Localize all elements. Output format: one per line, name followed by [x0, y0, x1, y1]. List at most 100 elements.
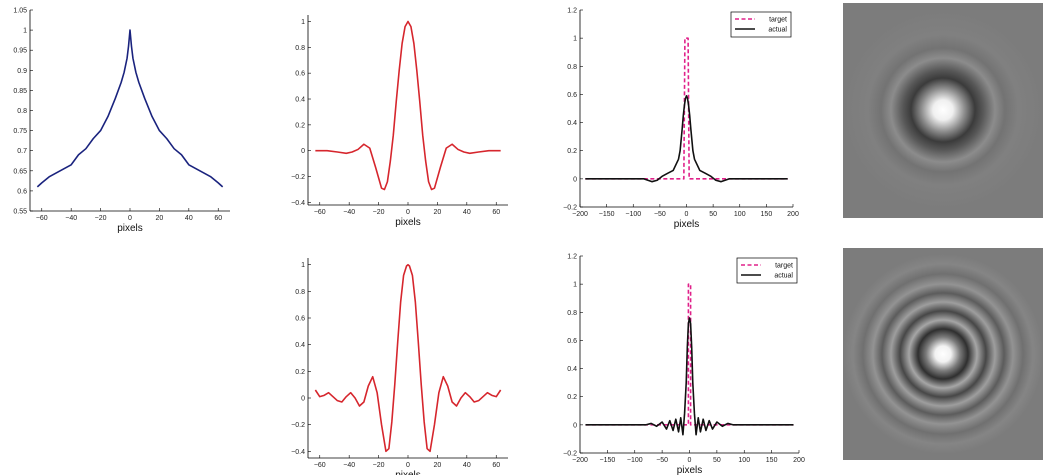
x-tick-label: −40: [343, 462, 355, 469]
y-tick-label: −0.4: [291, 449, 305, 456]
legend-box: [730, 11, 792, 38]
x-tick-label: −40: [65, 215, 77, 222]
x-tick-label: 40: [463, 462, 471, 469]
x-tick-label: −20: [95, 215, 107, 222]
chart-d: −60 −40 −20 0 20 40 60 −0.4 −0.2 0 0.2 0.4 0.6 0.8 1 pi…: [291, 258, 508, 475]
x-tick-label: 60: [492, 462, 500, 469]
x-tick-label: 60: [492, 209, 500, 216]
y-tick-label: 1: [573, 36, 577, 43]
y-tick-label: 0.75: [13, 128, 27, 135]
series-line-1: [314, 263, 502, 453]
legend-label-actual: actual: [774, 273, 793, 280]
y-tick-label: 0.8: [567, 310, 577, 317]
x-tick-label: −50: [654, 211, 666, 218]
legend: target actual: [736, 257, 798, 284]
y-tick-label: 0.2: [567, 394, 577, 401]
y-tick-label: 0.8: [17, 108, 27, 115]
x-tick-label: 20: [434, 462, 442, 469]
y-tick-label: −0.2: [291, 174, 305, 181]
y-tick-label: 0.4: [295, 97, 305, 104]
x-tick-label: 100: [734, 211, 746, 218]
legend: target actual: [730, 11, 792, 38]
x-tick-label: 60: [214, 215, 222, 222]
y-tick-label: 0.9: [17, 68, 27, 75]
y-tick-label: −0.2: [563, 451, 577, 458]
series-line-1: [36, 29, 224, 188]
y-tick-label: 0.95: [13, 48, 27, 55]
x-tick-label: −20: [373, 209, 385, 216]
x-tick-label: 100: [738, 457, 750, 464]
x-tick-label: 50: [709, 211, 717, 218]
x-axis-label: pixels: [395, 470, 421, 475]
y-tick-label: 0: [301, 396, 305, 403]
x-tick-label: −100: [627, 457, 643, 464]
x-tick-label: 0: [688, 457, 692, 464]
y-tick-label: 0: [573, 422, 577, 429]
legend-label-target: target: [775, 263, 793, 270]
y-tick-label: 0.8: [295, 45, 305, 52]
x-axis-label: pixels: [117, 223, 143, 234]
image-top-rings: [843, 10, 1043, 210]
y-tick-label: 1.2: [567, 8, 577, 15]
series-line-1: [315, 20, 501, 191]
y-tick-label: 1.05: [13, 8, 27, 15]
x-tick-label: −100: [625, 211, 641, 218]
x-tick-label: 40: [185, 215, 193, 222]
y-tick-label: 0.6: [17, 188, 27, 195]
y-tick-label: 0.4: [295, 342, 305, 349]
x-axis-label: pixels: [395, 217, 421, 228]
y-tick-label: 0.65: [13, 168, 27, 175]
y-tick-label: 0.6: [567, 338, 577, 345]
x-tick-label: −60: [314, 462, 326, 469]
x-tick-label: −60: [36, 215, 48, 222]
y-tick-label: 1: [301, 19, 305, 26]
x-tick-label: −20: [373, 462, 385, 469]
legend-label-actual: actual: [768, 27, 787, 34]
x-tick-label: 20: [434, 209, 442, 216]
x-axis-label: pixels: [677, 465, 703, 475]
x-tick-label: −50: [656, 457, 668, 464]
y-tick-label: 0.4: [567, 120, 577, 127]
chart-a: −60 −40 −20 0 20 40 60 0.55 0.6 0.65 0.7 0.75 0.8 0.8…: [13, 8, 230, 234]
y-tick-label: 0: [573, 176, 577, 183]
y-tick-label: 0.6: [295, 71, 305, 78]
x-tick-label: −150: [599, 211, 615, 218]
y-tick-label: 0.2: [567, 148, 577, 155]
y-tick-label: −0.2: [291, 422, 305, 429]
series-line-actual: [585, 95, 788, 183]
x-tick-label: −200: [572, 211, 588, 218]
x-tick-label: 0: [128, 215, 132, 222]
y-tick-label: 1: [573, 282, 577, 289]
x-tick-label: 0: [406, 209, 410, 216]
legend-label-target: target: [769, 17, 787, 24]
intensity-image-bottom: [843, 248, 1043, 460]
x-tick-label: −150: [599, 457, 615, 464]
y-tick-label: 0.6: [567, 92, 577, 99]
chart-e: −200 −150 −100 −50 0 50 100 150 200 −0.2 0 0.2 0.4 0.…: [563, 254, 805, 475]
y-tick-label: 0.8: [295, 289, 305, 296]
series-line-target: [585, 283, 794, 426]
x-tick-label: 50: [713, 457, 721, 464]
x-tick-label: −60: [314, 209, 326, 216]
image-bottom-rings: [843, 254, 1043, 454]
x-tick-label: 150: [766, 457, 778, 464]
y-tick-label: 0.6: [295, 316, 305, 323]
y-tick-label: 0: [301, 148, 305, 155]
y-tick-label: 0.85: [13, 88, 27, 95]
legend-box: [736, 257, 798, 284]
y-tick-label: 1.2: [567, 254, 577, 261]
x-tick-label: −200: [572, 457, 588, 464]
y-tick-label: 0.8: [567, 64, 577, 71]
x-tick-label: 0: [406, 462, 410, 469]
x-tick-label: 0: [685, 211, 689, 218]
y-tick-label: 1: [23, 28, 27, 35]
y-tick-label: 1: [301, 262, 305, 269]
x-tick-label: 150: [761, 211, 773, 218]
intensity-image-top: [843, 3, 1043, 218]
y-tick-label: 0.2: [295, 369, 305, 376]
y-tick-label: 0.55: [13, 209, 27, 216]
x-tick-label: 200: [787, 211, 799, 218]
series-line-target: [585, 37, 788, 180]
y-tick-label: −0.2: [563, 205, 577, 212]
